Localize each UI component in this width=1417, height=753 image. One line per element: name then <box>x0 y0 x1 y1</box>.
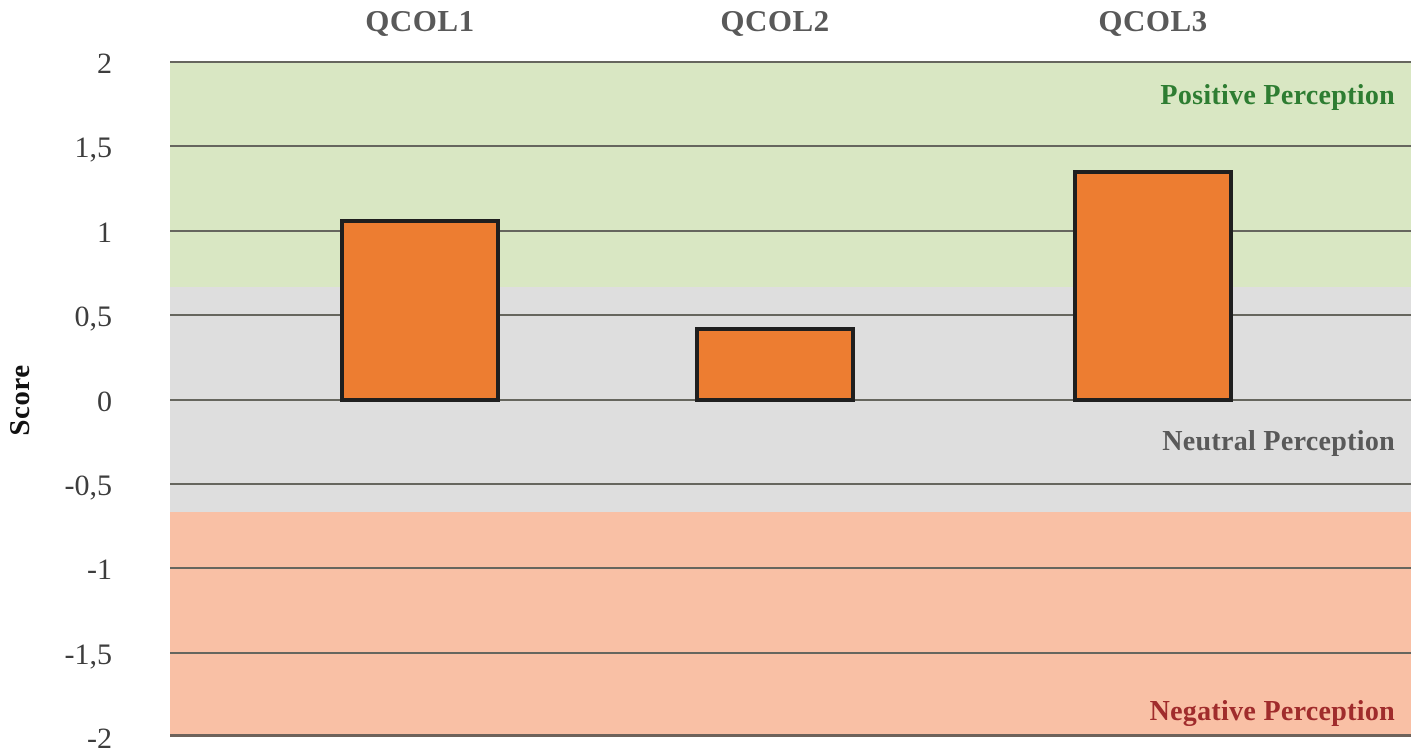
y-tick-label: -1,5 <box>64 637 113 671</box>
y-tick-label: -1 <box>87 553 112 587</box>
zone-label-positive-perception: Positive Perception <box>1160 79 1395 111</box>
bar-qcol3 <box>1073 170 1233 402</box>
bar-qcol2 <box>695 327 855 402</box>
bar-qcol1 <box>340 219 500 402</box>
plot-area: Positive Perception Neutral Perception Neg… <box>170 61 1411 737</box>
zone-negative-perception <box>170 512 1411 737</box>
category-title-qcol1: QCOL1 <box>365 3 475 38</box>
gridline <box>170 652 1411 654</box>
gridline <box>170 230 1411 232</box>
y-tick-label: 2 <box>97 47 112 80</box>
gridline <box>170 483 1411 485</box>
gridline <box>170 145 1411 147</box>
zone-label-negative-perception: Negative Perception <box>1149 695 1395 727</box>
y-tick-label: -0,5 <box>64 468 113 502</box>
gridline <box>170 567 1411 569</box>
zone-label-neutral-perception: Neutral Perception <box>1162 425 1395 457</box>
y-tick-label: 1,5 <box>74 131 113 165</box>
category-title-qcol2: QCOL2 <box>720 3 830 38</box>
y-tick-label: 0,5 <box>74 300 113 334</box>
y-tick-label: -2 <box>87 722 112 753</box>
category-titles-row: QCOL1 QCOL2 QCOL3 <box>0 0 1417 44</box>
gridline <box>170 61 1411 63</box>
category-title-qcol3: QCOL3 <box>1098 3 1208 38</box>
x-axis-line <box>170 734 1411 737</box>
y-axis-tick-labels: 2 1,5 1 0,5 0 -0,5 -1 -1,5 -2 <box>0 0 113 753</box>
y-tick-label: 1 <box>97 215 112 249</box>
y-tick-label: 0 <box>97 384 112 418</box>
gridline <box>170 314 1411 316</box>
